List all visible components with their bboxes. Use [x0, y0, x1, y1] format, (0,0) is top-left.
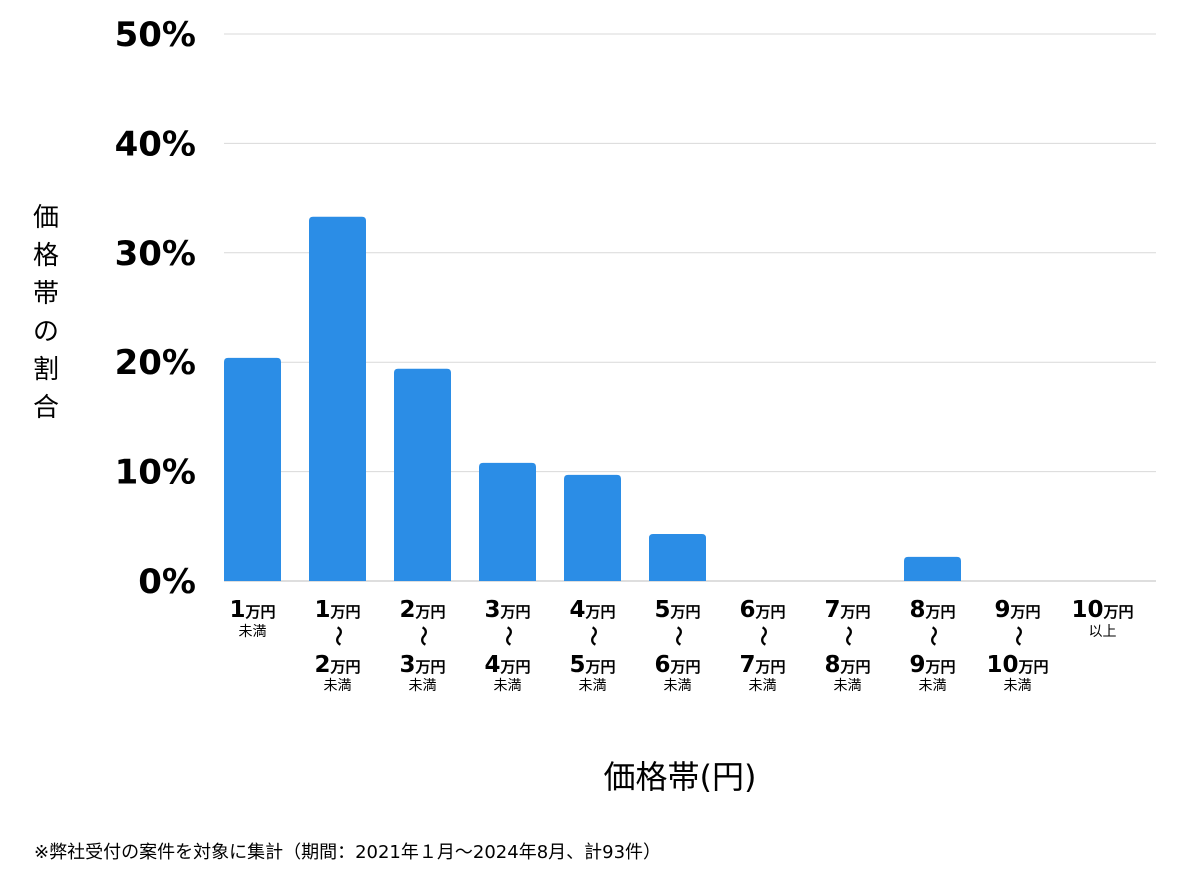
y-tick-label: 20%: [115, 343, 196, 383]
x-tick-high: 4万円: [484, 652, 530, 678]
x-tick-high: 7万円: [739, 652, 785, 678]
x-tick-sep: 〜: [412, 626, 436, 646]
x-tick-high: 2万円: [314, 652, 360, 678]
x-tick-sep: 〜: [922, 626, 946, 646]
x-tick-sep: 〜: [497, 626, 521, 646]
x-tick-note: 未満: [239, 624, 267, 640]
x-tick-note: 未満: [664, 678, 692, 694]
y-tick-label: 10%: [115, 453, 196, 493]
x-tick-low: 5万円: [654, 597, 700, 623]
bar: [309, 216, 366, 581]
y-axis-title-char: 割: [33, 355, 59, 385]
bar-chart: 0%10%20%30%40%50% 1万円未満1万円〜2万円未満2万円〜3万円未…: [33, 15, 1156, 796]
x-tick-high: 3万円: [399, 652, 445, 678]
x-tick-note: 未満: [324, 678, 352, 694]
y-axis-title-char: 合: [33, 393, 59, 423]
y-tick-label: 50%: [115, 15, 196, 55]
x-tick-low: 9万円: [994, 597, 1040, 623]
x-tick-high: 10万円: [986, 652, 1048, 678]
x-tick-note: 未満: [1004, 678, 1032, 694]
bar: [479, 462, 536, 581]
x-tick-sep: 〜: [837, 626, 861, 646]
x-tick-low: 3万円: [484, 597, 530, 623]
x-tick-note: 未満: [919, 678, 947, 694]
bar: [904, 556, 961, 581]
y-axis-title-char: 格: [33, 241, 59, 271]
x-tick-note: 未満: [579, 678, 607, 694]
x-tick-low: 1万円: [229, 597, 275, 623]
x-tick-high: 8万円: [824, 652, 870, 678]
x-tick-low: 6万円: [739, 597, 785, 623]
y-axis-title-char: 価: [33, 203, 59, 233]
x-tick-low: 1万円: [314, 597, 360, 623]
bars: [224, 216, 961, 581]
x-tick-low: 8万円: [909, 597, 955, 623]
x-tick-labels: 1万円未満1万円〜2万円未満2万円〜3万円未満3万円〜4万円未満4万円〜5万円未…: [229, 597, 1133, 694]
bar: [224, 357, 281, 581]
y-tick-label: 40%: [115, 124, 196, 164]
x-tick-sep: 〜: [667, 626, 691, 646]
y-tick-label: 30%: [115, 234, 196, 274]
x-axis-title: 価格帯(円): [604, 758, 757, 796]
x-tick-sep: 〜: [327, 626, 351, 646]
bar: [649, 533, 706, 581]
y-tick-labels: 0% 10% 20% 30% 40% 50%: [115, 15, 196, 602]
x-tick-note: 未満: [834, 678, 862, 694]
x-tick-sep: 〜: [1007, 626, 1031, 646]
footnote: ※弊社受付の案件を対象に集計（期間：2021年１月〜2024年8月、計93件）: [34, 842, 662, 863]
x-tick-high: 5万円: [569, 652, 615, 678]
gridlines: [224, 33, 1156, 582]
x-tick-high: 6万円: [654, 652, 700, 678]
x-tick-note: 以上: [1089, 624, 1117, 640]
y-axis-title-char: 帯: [33, 279, 59, 309]
x-tick-low: 2万円: [399, 597, 445, 623]
bar: [564, 474, 621, 581]
x-tick-note: 未満: [494, 678, 522, 694]
y-tick-label: 0%: [138, 562, 196, 602]
x-tick-sep: 〜: [752, 626, 776, 646]
x-tick-note: 未満: [749, 678, 777, 694]
x-tick-low: 10万円: [1071, 597, 1133, 623]
bar: [394, 368, 451, 581]
x-tick-low: 7万円: [824, 597, 870, 623]
y-axis-title-char: の: [33, 317, 59, 347]
x-tick-note: 未満: [409, 678, 437, 694]
x-tick-sep: 〜: [582, 626, 606, 646]
x-tick-high: 9万円: [909, 652, 955, 678]
x-tick-low: 4万円: [569, 597, 615, 623]
